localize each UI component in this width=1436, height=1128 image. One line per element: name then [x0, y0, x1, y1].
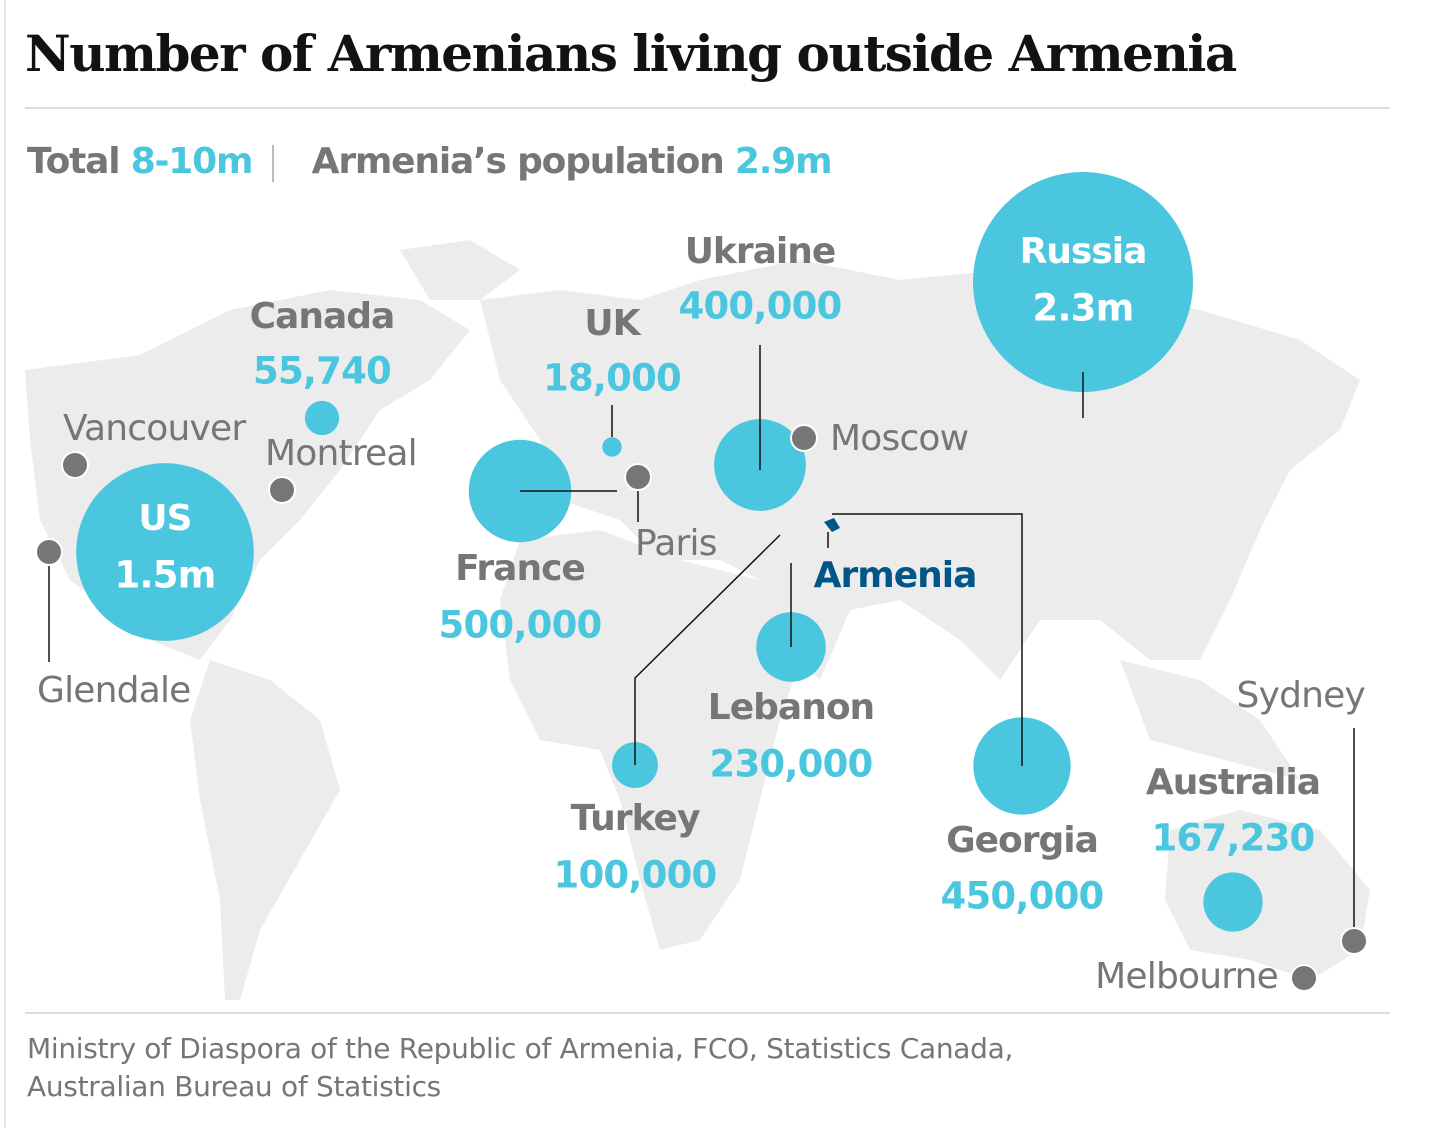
country-value: 100,000	[554, 854, 717, 897]
bubble	[304, 400, 340, 436]
bubble	[602, 437, 622, 457]
country-value: 230,000	[710, 743, 873, 786]
city-label: Moscow	[830, 418, 968, 459]
country-value: 1.5m	[115, 554, 216, 597]
country-name: Lebanon	[708, 687, 874, 728]
city-label: Vancouver	[63, 408, 246, 449]
bubbles	[76, 172, 1263, 932]
source: Australian Bureau of Statistics	[27, 1070, 441, 1103]
country-name: US	[138, 498, 191, 539]
country-name: Russia	[1020, 231, 1147, 272]
country-name: Georgia	[946, 820, 1098, 861]
country-value: 400,000	[679, 285, 842, 328]
city-label: Montreal	[265, 433, 417, 474]
city-label: Sydney	[1237, 675, 1366, 716]
bubble	[973, 172, 1193, 392]
population-value: 2.9m	[735, 141, 832, 182]
armenia-label: Armenia	[814, 555, 977, 596]
country-value: 18,000	[543, 357, 681, 400]
city-dot	[268, 476, 296, 504]
bubble	[1203, 872, 1263, 932]
leader-line	[634, 534, 781, 765]
country-name: Canada	[250, 296, 395, 337]
city-label: Melbourne	[1095, 956, 1278, 997]
bubble	[76, 463, 254, 641]
city-dot	[1340, 927, 1368, 955]
country-name: Ukraine	[685, 231, 836, 272]
country-value: 500,000	[439, 604, 602, 647]
leader-line	[832, 513, 1023, 766]
country-name: France	[455, 548, 585, 589]
country-value: 2.3m	[1033, 287, 1134, 330]
city-dot	[624, 463, 652, 491]
country-name: Australia	[1146, 762, 1320, 803]
city-dot	[790, 424, 818, 452]
city-label: Paris	[635, 523, 717, 564]
city-dot	[1290, 964, 1318, 992]
title: Number of Armenians living outside Armen…	[25, 24, 1237, 83]
population-label: Armenia’s population	[312, 141, 724, 182]
total-label: Total	[27, 141, 119, 182]
city-dot	[35, 538, 63, 566]
city-label: Glendale	[37, 670, 191, 711]
summary: Total 8-10m Armenia’s population 2.9m	[27, 141, 831, 182]
country-name: Turkey	[571, 798, 700, 839]
source: Ministry of Diaspora of the Republic of …	[27, 1032, 1013, 1065]
total-value: 8-10m	[131, 141, 253, 182]
armenia-shape	[824, 518, 840, 532]
city-dot	[61, 451, 89, 479]
country-value: 450,000	[941, 875, 1104, 918]
country-value: 55,740	[253, 350, 391, 393]
country-name: UK	[584, 303, 641, 344]
country-value: 167,230	[1152, 817, 1315, 860]
